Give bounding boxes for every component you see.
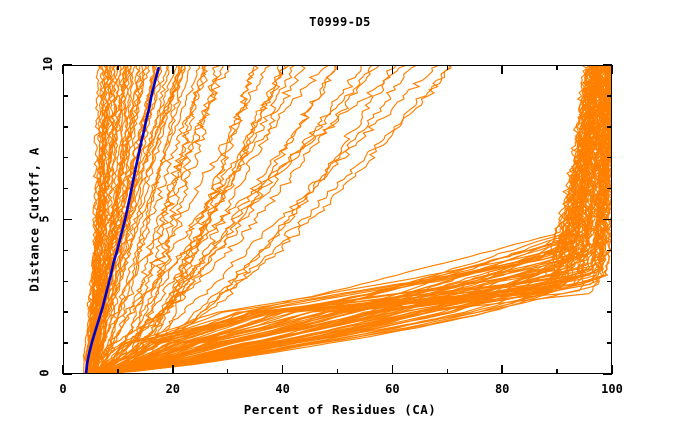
prediction-curve bbox=[93, 65, 163, 374]
x-tick bbox=[336, 369, 339, 374]
prediction-curve bbox=[82, 65, 130, 374]
prediction-curve bbox=[93, 65, 599, 374]
x-tick-label: 20 bbox=[165, 382, 181, 396]
prediction-curve bbox=[91, 65, 296, 374]
y-tick bbox=[63, 126, 68, 128]
prediction-curve bbox=[99, 65, 612, 374]
y-tick bbox=[63, 64, 72, 66]
prediction-curve bbox=[95, 65, 592, 374]
prediction-curve bbox=[97, 65, 452, 374]
y-tick bbox=[63, 249, 68, 252]
prediction-curve bbox=[101, 65, 272, 374]
prediction-curve bbox=[89, 65, 407, 374]
y-tick-right bbox=[603, 218, 612, 221]
y-tick-right bbox=[607, 126, 612, 128]
y-tick-right bbox=[607, 311, 612, 313]
y-tick bbox=[63, 373, 72, 375]
prediction-curve bbox=[96, 65, 609, 374]
prediction-curve bbox=[106, 65, 397, 374]
y-tick-right bbox=[607, 342, 612, 344]
plot-canvas bbox=[63, 65, 612, 374]
x-tick-label: 60 bbox=[385, 382, 400, 396]
y-tick bbox=[63, 342, 68, 344]
highlight-curve bbox=[84, 66, 160, 374]
prediction-curve bbox=[87, 65, 362, 374]
chart-title: T0999-D5 bbox=[309, 15, 371, 29]
y-tick-right bbox=[603, 373, 612, 375]
y-tick-right bbox=[607, 156, 612, 159]
prediction-curve bbox=[95, 65, 330, 374]
y-tick-label: 0 bbox=[37, 369, 52, 377]
x-tick-label: 100 bbox=[601, 382, 623, 396]
x-tick bbox=[446, 369, 449, 374]
prediction-curve bbox=[99, 65, 291, 374]
x-axis-label: Percent of Residues (CA) bbox=[243, 402, 437, 417]
y-tick bbox=[63, 218, 72, 221]
y-axis-label: Distance Cutoff, A bbox=[26, 147, 42, 292]
y-tick bbox=[63, 187, 68, 190]
x-tick-top bbox=[281, 65, 284, 74]
x-tick-top bbox=[117, 65, 119, 70]
x-tick-label: 80 bbox=[494, 382, 510, 396]
y-tick bbox=[63, 311, 68, 313]
y-tick-right bbox=[607, 280, 612, 283]
x-tick-label: 40 bbox=[275, 382, 290, 396]
x-tick bbox=[226, 369, 229, 374]
x-tick bbox=[172, 365, 174, 374]
curves-svg bbox=[82, 65, 612, 374]
prediction-curve bbox=[103, 65, 589, 374]
x-tick-top bbox=[556, 65, 558, 70]
prediction-curve bbox=[85, 65, 201, 374]
prediction-curve bbox=[93, 65, 591, 374]
x-tick bbox=[611, 365, 613, 374]
y-tick-right bbox=[607, 249, 612, 252]
prediction-curves-group bbox=[82, 65, 612, 374]
y-tick bbox=[63, 95, 68, 97]
x-tick bbox=[281, 365, 284, 374]
prediction-curve bbox=[99, 65, 259, 374]
x-tick-top bbox=[172, 65, 174, 74]
x-tick bbox=[556, 369, 558, 374]
highlight-curve-group bbox=[84, 66, 160, 374]
x-tick-label: 0 bbox=[59, 382, 67, 396]
y-tick-right bbox=[607, 187, 612, 190]
prediction-curve bbox=[94, 65, 132, 374]
prediction-curve bbox=[85, 65, 186, 374]
prediction-curve bbox=[97, 65, 418, 374]
prediction-curve bbox=[95, 65, 158, 374]
prediction-curve bbox=[98, 65, 596, 374]
prediction-curve bbox=[105, 65, 209, 374]
x-tick-top bbox=[62, 65, 64, 74]
x-tick-top bbox=[501, 65, 503, 74]
x-tick-top bbox=[446, 65, 449, 70]
y-tick bbox=[63, 156, 68, 159]
x-tick bbox=[62, 365, 64, 374]
x-tick bbox=[501, 365, 503, 374]
x-tick-top bbox=[391, 65, 394, 74]
prediction-curve bbox=[83, 65, 117, 374]
y-tick-right bbox=[607, 95, 612, 97]
prediction-curve bbox=[101, 65, 306, 374]
x-tick bbox=[391, 365, 394, 374]
prediction-curve bbox=[97, 65, 191, 374]
prediction-curve bbox=[101, 65, 596, 374]
prediction-curve bbox=[89, 65, 597, 374]
prediction-curve bbox=[111, 65, 381, 374]
prediction-curve bbox=[108, 65, 441, 374]
x-tick-top bbox=[611, 65, 613, 74]
x-tick-top bbox=[336, 65, 339, 70]
y-tick bbox=[63, 280, 68, 283]
prediction-curve bbox=[100, 65, 598, 374]
x-tick-top bbox=[226, 65, 229, 70]
prediction-curve bbox=[94, 65, 183, 374]
x-tick bbox=[117, 369, 119, 374]
y-tick-label: 10 bbox=[41, 56, 56, 72]
prediction-curve bbox=[85, 65, 282, 374]
prediction-curve bbox=[89, 65, 373, 374]
prediction-curve bbox=[96, 65, 232, 374]
y-tick-right bbox=[603, 64, 612, 66]
